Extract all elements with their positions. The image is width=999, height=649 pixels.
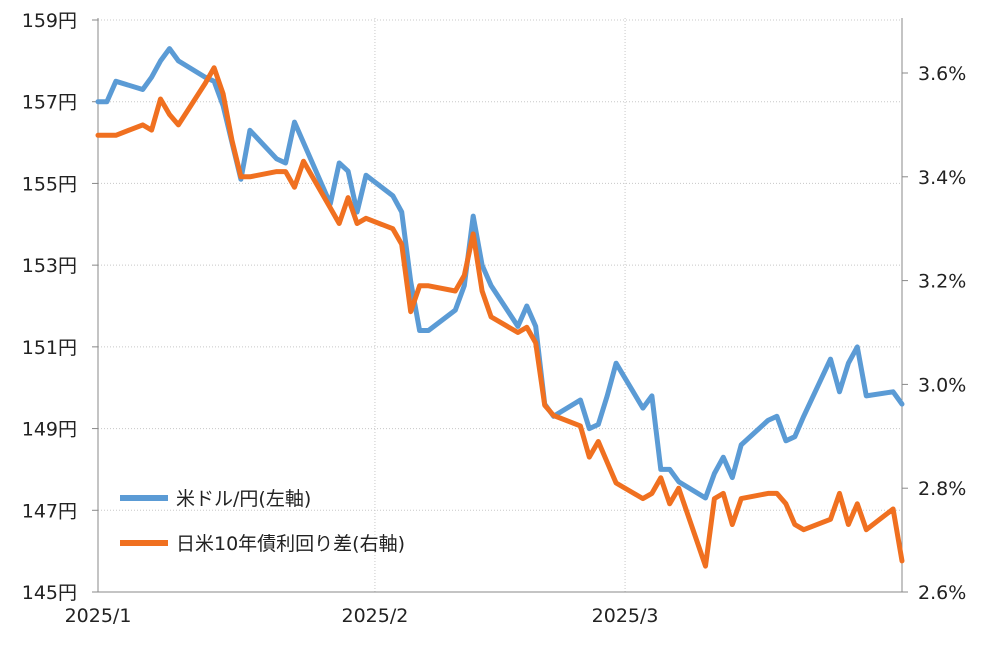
- x-tick-label: 2025/1: [65, 605, 132, 627]
- right-tick-label: 3.0%: [918, 374, 966, 396]
- left-tick-label: 153円: [22, 255, 77, 277]
- legend-label-usdjpy: 米ドル/円(左軸): [176, 488, 311, 510]
- series-lines: [95, 46, 905, 569]
- grid: [97, 18, 902, 592]
- left-tick-label: 147円: [22, 500, 77, 522]
- x-axis-ticks: 2025/1 2025/2 2025/3: [65, 605, 659, 627]
- left-tick-label: 151円: [22, 337, 77, 359]
- usdjpy-line: [95, 46, 905, 501]
- left-tick-label: 145円: [22, 582, 77, 604]
- right-axis-ticks: 2.6% 2.8% 3.0% 3.2% 3.4% 3.6%: [918, 63, 966, 604]
- right-tick-label: 3.4%: [918, 167, 966, 189]
- legend-label-yield-spread: 日米10年債利回り差(右軸): [176, 533, 405, 555]
- right-tick-label: 2.8%: [918, 478, 966, 500]
- left-tick-label: 155円: [22, 173, 77, 195]
- left-tick-label: 159円: [22, 10, 77, 32]
- right-tick-label: 2.6%: [918, 582, 966, 604]
- x-tick-label: 2025/2: [342, 605, 409, 627]
- left-axis-ticks: 145円 147円 149円 151円 153円 155円 157円 159円: [22, 10, 77, 604]
- x-tick-label: 2025/3: [592, 605, 659, 627]
- right-tick-label: 3.6%: [918, 63, 966, 85]
- yield-spread-line: [95, 65, 905, 569]
- axes: [92, 18, 908, 593]
- left-tick-label: 149円: [22, 419, 77, 441]
- legend: 米ドル/円(左軸) 日米10年債利回り差(右軸): [120, 488, 405, 555]
- left-tick-label: 157円: [22, 92, 77, 114]
- right-tick-label: 3.2%: [918, 271, 966, 293]
